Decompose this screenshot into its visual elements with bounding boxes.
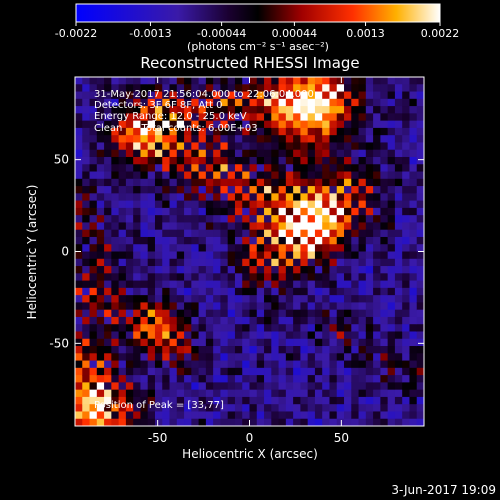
x-tick-label: 50: [334, 431, 349, 445]
colorbar-tick-label: -0.0022: [55, 27, 97, 40]
annotation-energy: Energy Range: 12.0 - 25.0 keV: [94, 111, 247, 122]
annotation-detectors: Detectors: 3F 6F 8F, Att 0: [94, 100, 222, 111]
x-axis-label: Heliocentric X (arcsec): [182, 447, 318, 461]
y-tick-label: -50: [49, 336, 69, 350]
colorbar-tick-label: 0.0013: [346, 27, 385, 40]
heatmap-image: [75, 77, 424, 426]
colorbar-tick-label: 0.0022: [421, 27, 460, 40]
y-axis-ticks: 50 0 -50: [49, 153, 424, 350]
chart-title: Reconstructed RHESSI Image: [140, 54, 359, 72]
colorbar-units: (photons cm⁻² s⁻¹ asec⁻²): [187, 40, 329, 53]
colorbar-tick-label: -0.0013: [129, 27, 171, 40]
observation-annotations: 31-May-2017 21:56:04.000 to 22:06:04.000…: [94, 89, 314, 411]
colorbar-tick-label: -0.00044: [197, 27, 246, 40]
colorbar-tick-label: 0.00044: [272, 27, 318, 40]
x-axis-ticks: -50 0 50: [148, 77, 349, 445]
y-tick-label: 50: [54, 153, 69, 167]
x-tick-label: 0: [246, 431, 254, 445]
y-axis-label: Heliocentric Y (arcsec): [25, 185, 39, 320]
annotation-time-range: 31-May-2017 21:56:04.000 to 22:06:04.000: [94, 89, 314, 100]
colorbar: [76, 4, 440, 22]
peak-position-label: Position of Peak = [33,77]: [94, 400, 224, 411]
y-tick-label: 0: [61, 245, 69, 259]
colorbar-ticks: -0.0022 -0.0013 -0.00044 0.00044 0.0013 0.002…: [55, 22, 459, 40]
footer-date: 3-Jun-2017 19:09: [391, 483, 496, 497]
x-tick-label: -50: [148, 431, 168, 445]
annotation-counts: Clean Total counts: 6.00E+03: [94, 123, 258, 134]
